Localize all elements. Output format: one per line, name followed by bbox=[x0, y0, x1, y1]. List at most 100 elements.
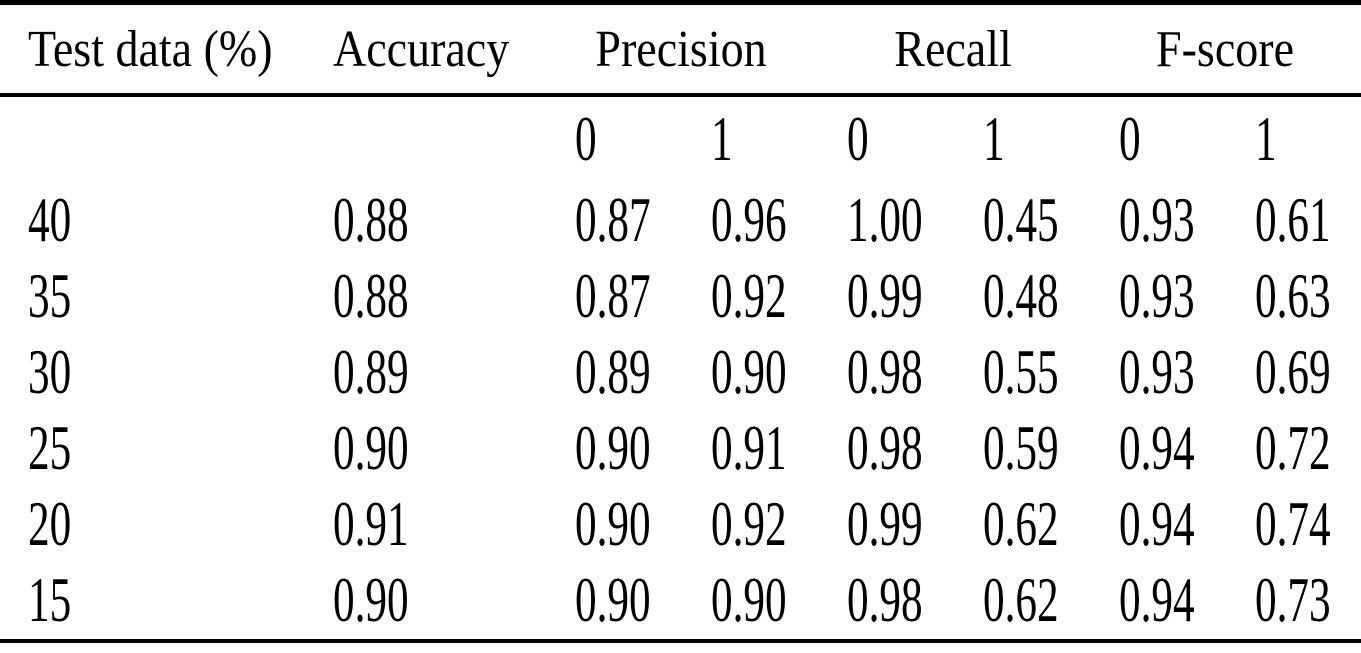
value-precision-1: 0.90 bbox=[711, 563, 787, 635]
cell-precision-1: 0.96 bbox=[681, 183, 817, 259]
cell-recall-0: 0.98 bbox=[817, 411, 953, 487]
value-test-data: 40 bbox=[28, 183, 72, 255]
cell-recall-0: 0.99 bbox=[817, 259, 953, 335]
cell-test-data: 15 bbox=[0, 563, 300, 641]
value-recall-1: 0.45 bbox=[983, 183, 1059, 255]
value-test-data: 30 bbox=[28, 335, 72, 407]
value-fscore-0: 0.94 bbox=[1119, 487, 1195, 559]
subheader-cell-empty-test-data bbox=[0, 95, 300, 183]
cell-precision-0: 0.90 bbox=[545, 411, 681, 487]
cell-precision-1: 0.90 bbox=[681, 563, 817, 641]
value-recall-1: 0.55 bbox=[983, 335, 1059, 407]
value-precision-1: 0.90 bbox=[711, 335, 787, 407]
value-precision-1: 0.96 bbox=[711, 183, 787, 255]
subheader-cell-fscore-0: 0 bbox=[1089, 95, 1225, 183]
cell-precision-0: 0.90 bbox=[545, 487, 681, 563]
value-recall-1: 0.48 bbox=[983, 259, 1059, 331]
value-recall-0: 0.98 bbox=[847, 335, 923, 407]
cell-fscore-1: 0.73 bbox=[1225, 563, 1361, 641]
table-row: 20 0.91 0.90 0.92 0.99 0.62 0.94 0.74 bbox=[0, 487, 1361, 563]
value-precision-0: 0.90 bbox=[575, 487, 651, 559]
cell-test-data: 25 bbox=[0, 411, 300, 487]
cell-fscore-0: 0.93 bbox=[1089, 259, 1225, 335]
value-recall-0: 0.99 bbox=[847, 259, 923, 331]
header-label-accuracy: Accuracy bbox=[333, 19, 510, 77]
header-cell-fscore: F-score bbox=[1089, 2, 1361, 97]
cell-accuracy: 0.88 bbox=[300, 259, 545, 335]
cell-fscore-0: 0.93 bbox=[1089, 335, 1225, 411]
cell-fscore-0: 0.94 bbox=[1089, 563, 1225, 641]
value-test-data: 15 bbox=[28, 563, 72, 635]
subheader-cell-recall-1: 1 bbox=[953, 95, 1089, 183]
table-row: 15 0.90 0.90 0.90 0.98 0.62 0.94 0.73 bbox=[0, 563, 1361, 641]
subheader-label-fscore-1: 1 bbox=[1255, 102, 1277, 174]
cell-fscore-0: 0.94 bbox=[1089, 487, 1225, 563]
header-cell-recall: Recall bbox=[817, 2, 1090, 97]
value-precision-1: 0.91 bbox=[711, 411, 787, 483]
cell-recall-0: 0.98 bbox=[817, 563, 953, 641]
value-precision-0: 0.87 bbox=[575, 183, 651, 255]
value-accuracy: 0.90 bbox=[333, 411, 409, 483]
subheader-label-recall-0: 0 bbox=[847, 102, 869, 174]
value-accuracy: 0.89 bbox=[333, 335, 409, 407]
table-row: 25 0.90 0.90 0.91 0.98 0.59 0.94 0.72 bbox=[0, 411, 1361, 487]
value-fscore-1: 0.69 bbox=[1255, 335, 1331, 407]
cell-test-data: 20 bbox=[0, 487, 300, 563]
cell-accuracy: 0.90 bbox=[300, 563, 545, 641]
value-test-data: 35 bbox=[28, 259, 72, 331]
cell-accuracy: 0.91 bbox=[300, 487, 545, 563]
cell-accuracy: 0.90 bbox=[300, 411, 545, 487]
value-test-data: 20 bbox=[28, 487, 72, 559]
value-fscore-1: 0.63 bbox=[1255, 259, 1331, 331]
header-label-fscore: F-score bbox=[1156, 19, 1294, 77]
value-precision-0: 0.87 bbox=[575, 259, 651, 331]
value-accuracy: 0.91 bbox=[333, 487, 409, 559]
value-accuracy: 0.88 bbox=[333, 183, 409, 255]
cell-fscore-1: 0.69 bbox=[1225, 335, 1361, 411]
cell-precision-1: 0.92 bbox=[681, 487, 817, 563]
cell-precision-1: 0.90 bbox=[681, 335, 817, 411]
cell-accuracy: 0.88 bbox=[300, 183, 545, 259]
subheader-label-precision-1: 1 bbox=[711, 102, 733, 174]
value-fscore-0: 0.93 bbox=[1119, 335, 1195, 407]
cell-recall-1: 0.62 bbox=[953, 487, 1089, 563]
cell-recall-1: 0.45 bbox=[953, 183, 1089, 259]
cell-fscore-0: 0.94 bbox=[1089, 411, 1225, 487]
value-fscore-0: 0.93 bbox=[1119, 183, 1195, 255]
cell-precision-1: 0.91 bbox=[681, 411, 817, 487]
cell-recall-0: 1.00 bbox=[817, 183, 953, 259]
cell-accuracy: 0.89 bbox=[300, 335, 545, 411]
cell-fscore-1: 0.61 bbox=[1225, 183, 1361, 259]
table-row: 35 0.88 0.87 0.92 0.99 0.48 0.93 0.63 bbox=[0, 259, 1361, 335]
subheader-label-recall-1: 1 bbox=[983, 102, 1005, 174]
cell-precision-0: 0.90 bbox=[545, 563, 681, 641]
cell-recall-1: 0.59 bbox=[953, 411, 1089, 487]
cell-fscore-1: 0.74 bbox=[1225, 487, 1361, 563]
cell-fscore-1: 0.63 bbox=[1225, 259, 1361, 335]
value-recall-1: 0.62 bbox=[983, 487, 1059, 559]
subheader-label-precision-0: 0 bbox=[575, 102, 597, 174]
value-accuracy: 0.88 bbox=[333, 259, 409, 331]
value-fscore-1: 0.72 bbox=[1255, 411, 1331, 483]
value-precision-0: 0.90 bbox=[575, 411, 651, 483]
value-recall-1: 0.59 bbox=[983, 411, 1059, 483]
value-recall-1: 0.62 bbox=[983, 563, 1059, 635]
value-accuracy: 0.90 bbox=[333, 563, 409, 635]
header-label-precision: Precision bbox=[595, 19, 767, 77]
table-row: 40 0.88 0.87 0.96 1.00 0.45 0.93 0.61 bbox=[0, 183, 1361, 259]
subheader-cell-precision-1: 1 bbox=[681, 95, 817, 183]
header-cell-accuracy: Accuracy bbox=[300, 2, 545, 97]
cell-precision-0: 0.87 bbox=[545, 183, 681, 259]
cell-recall-1: 0.55 bbox=[953, 335, 1089, 411]
subheader-cell-empty-accuracy bbox=[300, 95, 545, 183]
table-header-row: Test data (%) Accuracy Precision Recall … bbox=[0, 2, 1361, 97]
cell-precision-0: 0.87 bbox=[545, 259, 681, 335]
value-precision-0: 0.89 bbox=[575, 335, 651, 407]
header-label-recall: Recall bbox=[894, 19, 1012, 77]
subheader-cell-fscore-1: 1 bbox=[1225, 95, 1361, 183]
value-fscore-1: 0.73 bbox=[1255, 563, 1331, 635]
cell-recall-0: 0.99 bbox=[817, 487, 953, 563]
header-label-test-data: Test data (%) bbox=[28, 19, 273, 77]
header-cell-precision: Precision bbox=[545, 2, 818, 97]
